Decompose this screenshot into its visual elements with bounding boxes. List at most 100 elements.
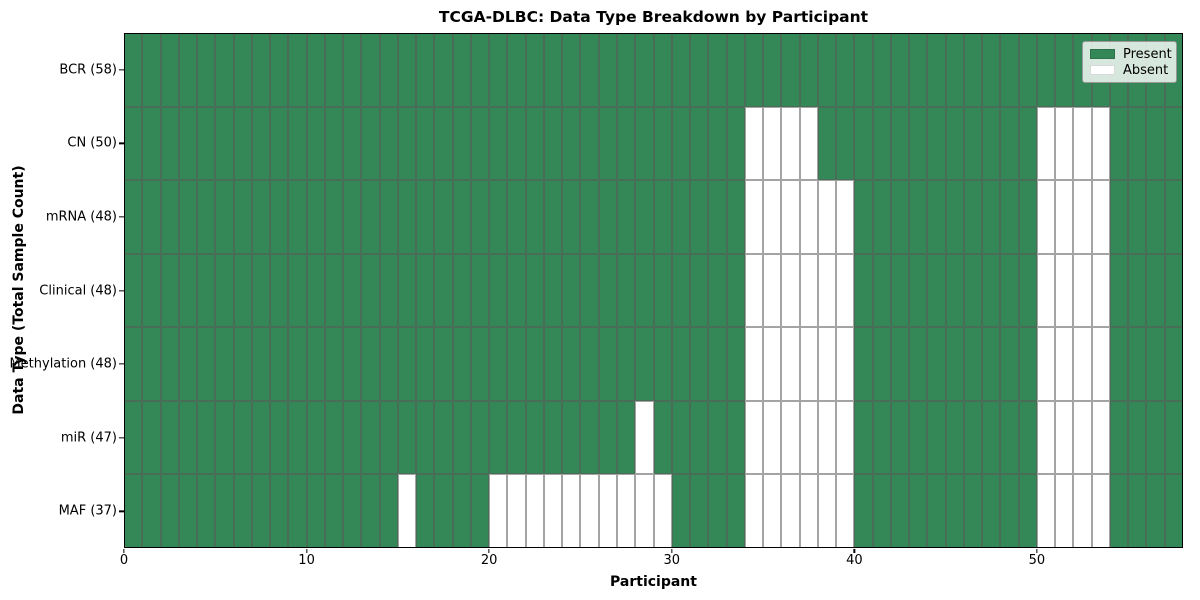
heatmap-cell [215, 106, 234, 181]
heatmap-cell [507, 253, 526, 328]
heatmap-cell [982, 180, 1001, 254]
legend-item-present: Present [1090, 46, 1172, 62]
heatmap-cell [470, 474, 490, 548]
y-tick-mark [119, 436, 124, 439]
heatmap-cell [324, 180, 344, 254]
heatmap-cell [598, 253, 617, 328]
heatmap-cell [616, 106, 636, 181]
heatmap-cell [963, 474, 983, 548]
heatmap-cell [1073, 106, 1092, 181]
heatmap-cell [434, 327, 453, 401]
heatmap-cell [379, 474, 398, 548]
heatmap-cell [635, 400, 654, 475]
heatmap-cell [1036, 400, 1056, 475]
heatmap-cell [909, 327, 928, 401]
heatmap-cell [708, 474, 727, 548]
heatmap-cell [489, 180, 508, 254]
heatmap-cell [836, 474, 855, 548]
heatmap-cell [963, 180, 983, 254]
heatmap-cell [489, 253, 508, 328]
heatmap-cell [781, 253, 800, 328]
heatmap-cell [1055, 33, 1074, 107]
heatmap-cell [124, 33, 143, 107]
heatmap-cell [379, 180, 398, 254]
absent-swatch-icon [1090, 65, 1115, 75]
heatmap-cell [945, 180, 964, 254]
heatmap-cell [142, 33, 161, 107]
heatmap-cell [945, 33, 964, 107]
heatmap-cell [1091, 474, 1110, 548]
y-tick-label: MAF (37) [58, 503, 117, 519]
heatmap-cell [489, 474, 508, 548]
heatmap-cell [744, 474, 764, 548]
legend: Present Absent [1082, 41, 1177, 83]
heatmap-cell [470, 180, 490, 254]
heatmap-cell [1036, 327, 1056, 401]
heatmap-cell [982, 327, 1001, 401]
heatmap-cell [1128, 106, 1147, 181]
heatmap-cell [142, 180, 161, 254]
heatmap-cell [799, 400, 818, 475]
heatmap-cell [562, 33, 581, 107]
heatmap-cell [1000, 253, 1019, 328]
heatmap-cell [616, 327, 636, 401]
heatmap-cell [142, 327, 161, 401]
heatmap-cell [452, 180, 471, 254]
heatmap-cell [963, 106, 983, 181]
heatmap-cell [397, 474, 417, 548]
heatmap-cell [124, 180, 143, 254]
heatmap-cell [324, 106, 344, 181]
heatmap-cell [909, 253, 928, 328]
heatmap-cell [799, 253, 818, 328]
plot-area [124, 33, 1183, 548]
heatmap-cell [635, 33, 654, 107]
heatmap-cell [343, 106, 362, 181]
heatmap-cell [124, 327, 143, 401]
heatmap-cell [525, 106, 544, 181]
heatmap-cell [507, 106, 526, 181]
heatmap-cell [1109, 180, 1129, 254]
heatmap-cell [379, 106, 398, 181]
heatmap-cell [270, 33, 289, 107]
heatmap-cell [233, 400, 252, 475]
heatmap-cell [726, 253, 745, 328]
heatmap-cell [270, 400, 289, 475]
heatmap-cell [343, 400, 362, 475]
heatmap-cell [562, 253, 581, 328]
heatmap-cell [872, 474, 891, 548]
heatmap-cell [616, 400, 636, 475]
heatmap-cell [653, 327, 672, 401]
heatmap-cell [817, 474, 837, 548]
heatmap-cell [452, 33, 471, 107]
heatmap-cell [635, 327, 654, 401]
heatmap-cell [616, 33, 636, 107]
heatmap-cell [397, 106, 417, 181]
heatmap-cell [927, 474, 946, 548]
heatmap-cell [1000, 180, 1019, 254]
heatmap-cell [142, 474, 161, 548]
heatmap-cell [1164, 327, 1183, 401]
x-tick-mark [305, 548, 308, 553]
y-tick-label: miR (47) [60, 430, 117, 446]
heatmap-cell [343, 474, 362, 548]
heatmap-cell [251, 474, 271, 548]
heatmap-cell [982, 33, 1001, 107]
heatmap-cell [708, 180, 727, 254]
heatmap-cell [251, 106, 271, 181]
heatmap-cell [197, 180, 216, 254]
heatmap-cell [233, 106, 252, 181]
x-tick-label: 10 [298, 553, 315, 568]
heatmap-cell [288, 400, 307, 475]
x-tick-label: 20 [480, 553, 498, 568]
heatmap-cell [945, 400, 964, 475]
heatmap-cell [945, 474, 964, 548]
heatmap-cell [1000, 474, 1019, 548]
heatmap-cell [1146, 327, 1165, 401]
legend-absent-label: Absent [1123, 62, 1169, 78]
heatmap-cell [890, 180, 910, 254]
heatmap-cell [1146, 180, 1165, 254]
heatmap-cell [799, 327, 818, 401]
heatmap-cell [1018, 253, 1037, 328]
heatmap-cell [343, 253, 362, 328]
heatmap-cell [270, 327, 289, 401]
